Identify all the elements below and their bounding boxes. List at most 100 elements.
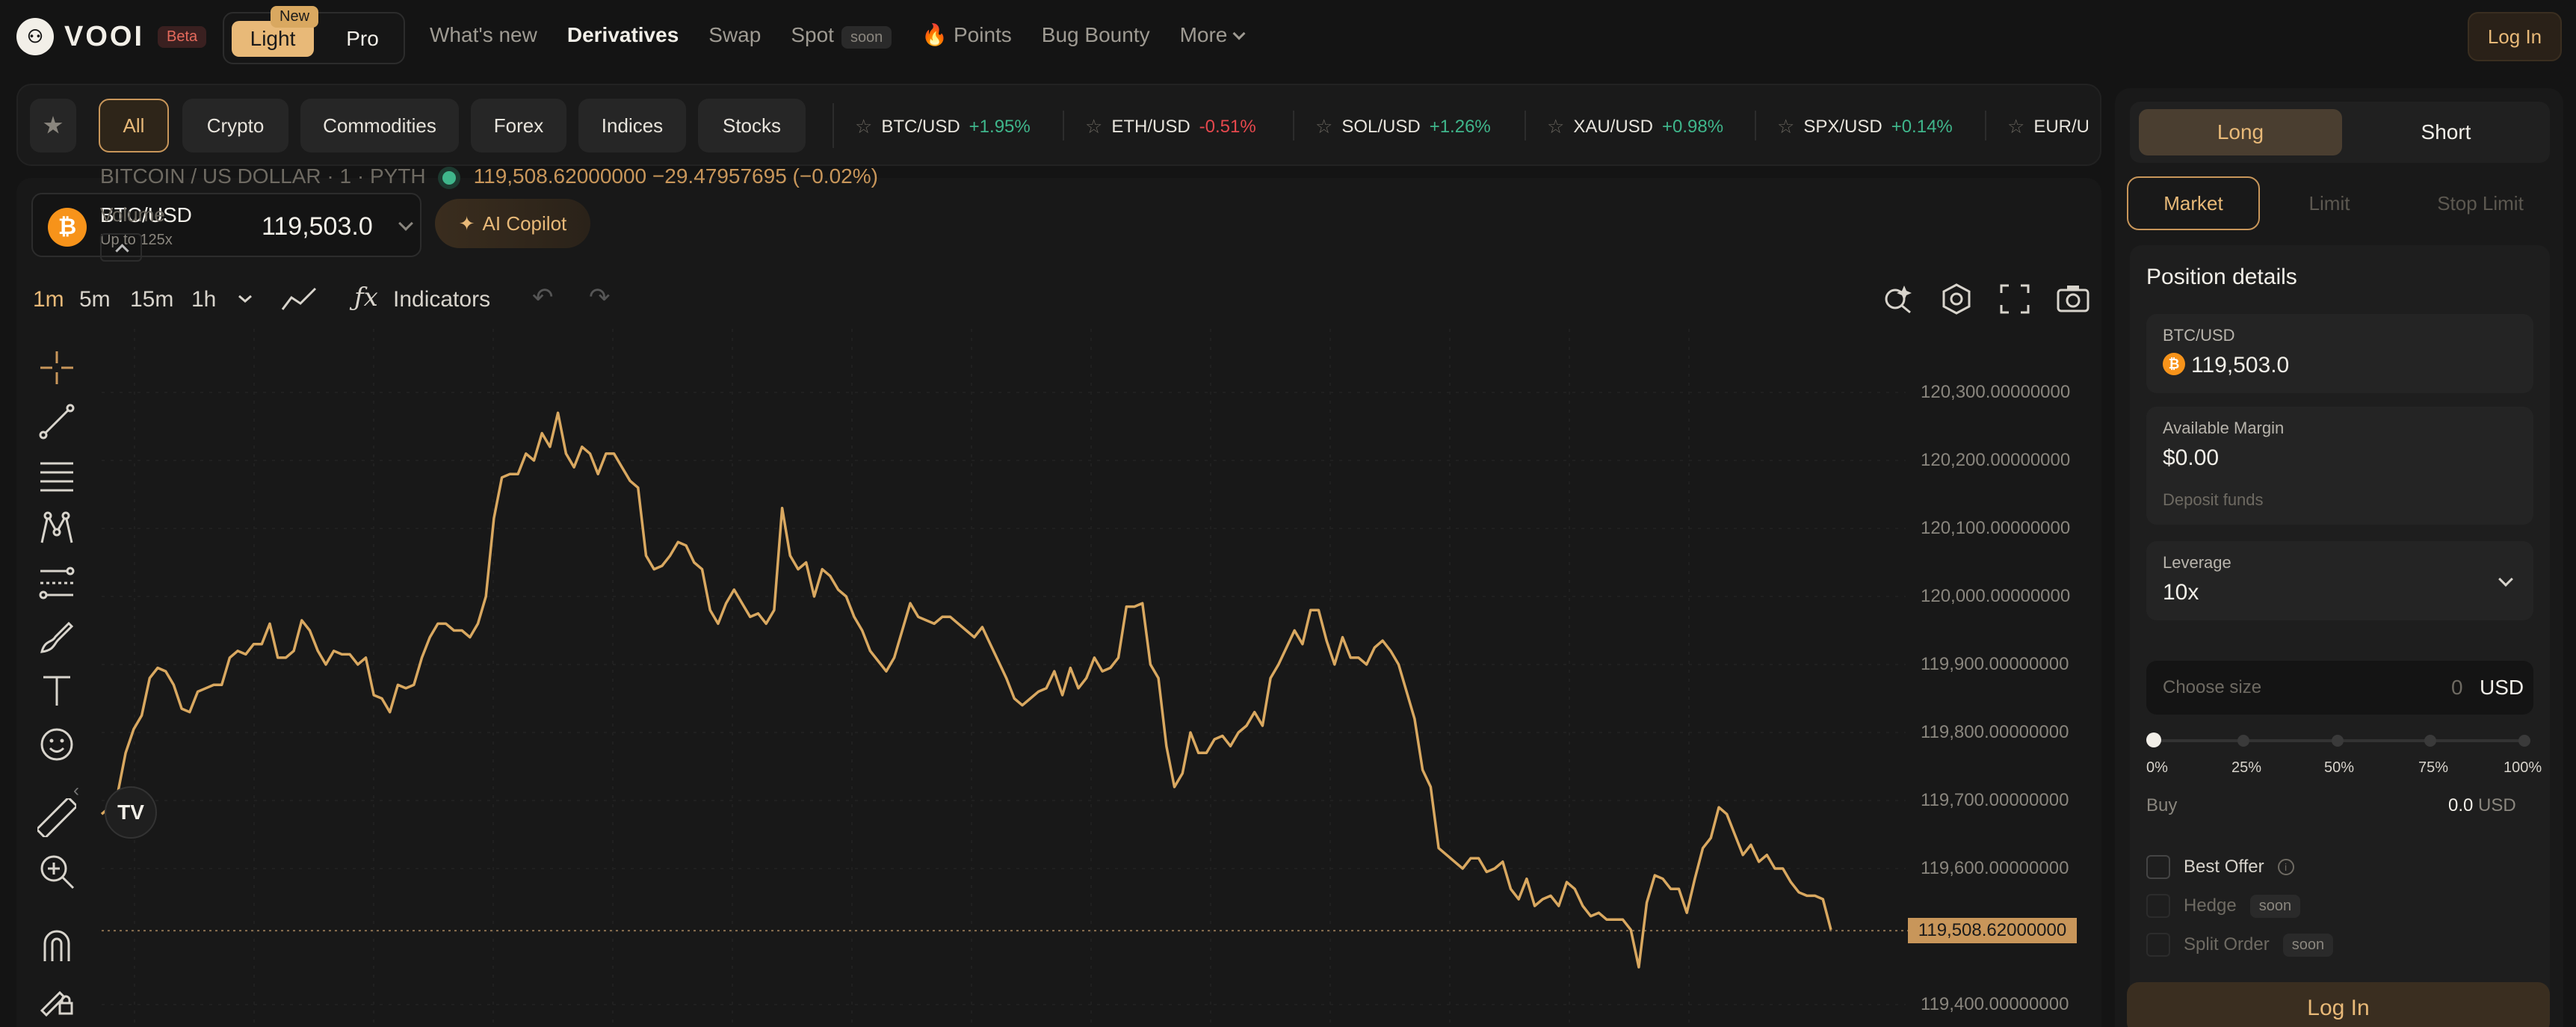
magnet-icon[interactable]	[37, 925, 76, 964]
nav-swap[interactable]: Swap	[708, 22, 762, 46]
best-offer-checkbox[interactable]	[2146, 855, 2170, 879]
slider-label: 100%	[2504, 759, 2542, 776]
slider-mark[interactable]	[2332, 735, 2344, 747]
size-input[interactable]: Choose size 0 USD	[2146, 661, 2533, 715]
order-type-stop-limit[interactable]: Stop Limit	[2437, 191, 2524, 215]
star-outline-icon: ☆	[855, 115, 873, 138]
current-price-label: 119,508.62000000	[1908, 918, 2077, 944]
order-type-limit[interactable]: Limit	[2308, 191, 2350, 215]
slider-mark[interactable]	[2424, 735, 2436, 747]
chevron-down-icon	[2498, 572, 2513, 587]
logo[interactable]: ⚇ VOOI Beta	[16, 18, 207, 55]
camera-icon[interactable]	[2055, 283, 2091, 315]
timeframe-1h[interactable]: 1h	[191, 287, 217, 312]
best-offer-option[interactable]: Best Offer i	[2146, 855, 2294, 879]
nav-bug-bounty[interactable]: Bug Bounty	[1041, 22, 1150, 46]
nav-more[interactable]: More	[1179, 22, 1246, 47]
divider	[1525, 111, 1526, 141]
settings-icon[interactable]	[1940, 283, 1973, 315]
ticker-item[interactable]: ☆ BTC/USD +1.95%	[855, 115, 1031, 138]
filter-crypto[interactable]: Crypto	[182, 99, 288, 152]
filter-indices[interactable]: Indices	[578, 99, 686, 152]
order-type-market[interactable]: Market	[2127, 176, 2260, 230]
filter-forex[interactable]: Forex	[471, 99, 566, 152]
redo-icon[interactable]: ↷	[589, 283, 611, 312]
tradingview-logo[interactable]: TV	[105, 786, 157, 839]
ticker-item[interactable]: ☆ EUR/U	[2007, 115, 2088, 138]
info-icon[interactable]: i	[2277, 859, 2294, 875]
divider	[833, 103, 834, 148]
divider	[1063, 111, 1064, 141]
favorites-filter-button[interactable]	[30, 99, 76, 152]
trade-panel: Long Short Market Limit Stop Limit Posit…	[2115, 88, 2563, 1027]
leverage-select[interactable]: Leverage 10x	[2146, 541, 2533, 620]
ticker-item[interactable]: ☆ SPX/USD +0.14%	[1777, 115, 1953, 138]
ticker-item[interactable]: ☆ SOL/USD +1.26%	[1315, 115, 1491, 138]
bitcoin-icon: ₿	[2163, 353, 2185, 376]
filter-stocks[interactable]: Stocks	[698, 99, 806, 152]
ruler-icon[interactable]	[37, 798, 76, 837]
horizontal-lines-icon[interactable]	[37, 456, 76, 495]
price-axis-tick: 120,000.00000000	[1921, 586, 2071, 606]
nav-derivatives[interactable]: Derivatives	[566, 22, 679, 46]
new-badge: New	[271, 6, 319, 28]
trade-login-button[interactable]: Log In	[2127, 982, 2550, 1027]
undo-icon[interactable]: ↶	[532, 283, 554, 312]
collapse-toolbar-icon[interactable]: ‹	[73, 780, 79, 801]
ticker-item[interactable]: ☆ ETH/USD -0.51%	[1085, 115, 1256, 138]
fullscreen-icon[interactable]	[1998, 283, 2031, 315]
nav-whats-new[interactable]: What's new	[430, 22, 537, 46]
beta-badge: Beta	[158, 25, 207, 48]
ticker-symbol: SOL/USD	[1341, 116, 1421, 137]
deposit-funds-link[interactable]: Deposit funds	[2163, 490, 2264, 509]
filter-all[interactable]: All	[99, 99, 169, 152]
quick-search-icon[interactable]	[1882, 283, 1915, 315]
lock-drawings-icon[interactable]	[37, 978, 76, 1017]
ticker-item[interactable]: ☆ XAU/USD +0.98%	[1547, 115, 1723, 138]
chart-toolbar: 1m 5m 15m 1h ƒx Indicators ↶ ↷	[16, 272, 2101, 324]
short-button[interactable]: Short	[2421, 120, 2471, 144]
slider-mark[interactable]	[2518, 735, 2530, 747]
timeframe-chevron-icon[interactable]	[236, 292, 254, 306]
ticker-change: +1.95%	[969, 116, 1031, 137]
ai-copilot-button[interactable]: ✦ AI Copilot	[435, 199, 590, 248]
nav-more-label: More	[1179, 22, 1228, 46]
timeframe-1m[interactable]: 1m	[33, 287, 64, 312]
divider	[1293, 111, 1294, 141]
market-open-indicator	[442, 171, 456, 185]
fib-retracement-icon[interactable]	[37, 564, 76, 602]
trend-line-icon[interactable]	[37, 402, 76, 441]
nav-points[interactable]: 🔥 Points	[921, 22, 1011, 47]
price-axis-tick: 119,800.00000000	[1921, 722, 2069, 742]
price-series-line	[100, 411, 1832, 969]
sparkle-icon: ✦	[458, 212, 475, 235]
slider-mark[interactable]	[2237, 735, 2249, 747]
pair-selector[interactable]: ₿ BTC/USD Up to 125x 119,503.0	[31, 193, 421, 257]
long-button[interactable]: Long	[2139, 109, 2342, 155]
buy-unit: USD	[2478, 795, 2516, 815]
text-icon[interactable]	[37, 671, 76, 710]
pattern-icon[interactable]	[37, 510, 76, 549]
login-button[interactable]: Log In	[2468, 12, 2562, 61]
buy-value: 0.0 USD	[2448, 795, 2516, 816]
crosshair-icon[interactable]	[37, 348, 76, 387]
position-details-title: Position details	[2146, 265, 2297, 289]
slider-handle[interactable]	[2146, 733, 2161, 747]
star-outline-icon: ☆	[1777, 115, 1795, 138]
filter-commodities[interactable]: Commodities	[300, 99, 459, 152]
chart-type-icon[interactable]	[279, 284, 318, 314]
collapse-legend-button[interactable]	[100, 233, 142, 262]
timeframe-15m[interactable]: 15m	[130, 287, 174, 312]
emoji-icon[interactable]	[37, 725, 76, 764]
hedge-soon-badge: soon	[2249, 894, 2301, 918]
zoom-in-icon[interactable]	[37, 852, 76, 891]
leverage-value: 10x	[2163, 580, 2199, 605]
mode-pro-button[interactable]: Pro	[346, 27, 379, 50]
brush-icon[interactable]	[37, 617, 76, 656]
timeframe-5m[interactable]: 5m	[79, 287, 111, 312]
ticker-symbol: XAU/USD	[1573, 116, 1653, 137]
nav-spot[interactable]: Spot soon	[791, 23, 892, 49]
indicators-button[interactable]: Indicators	[393, 287, 491, 312]
